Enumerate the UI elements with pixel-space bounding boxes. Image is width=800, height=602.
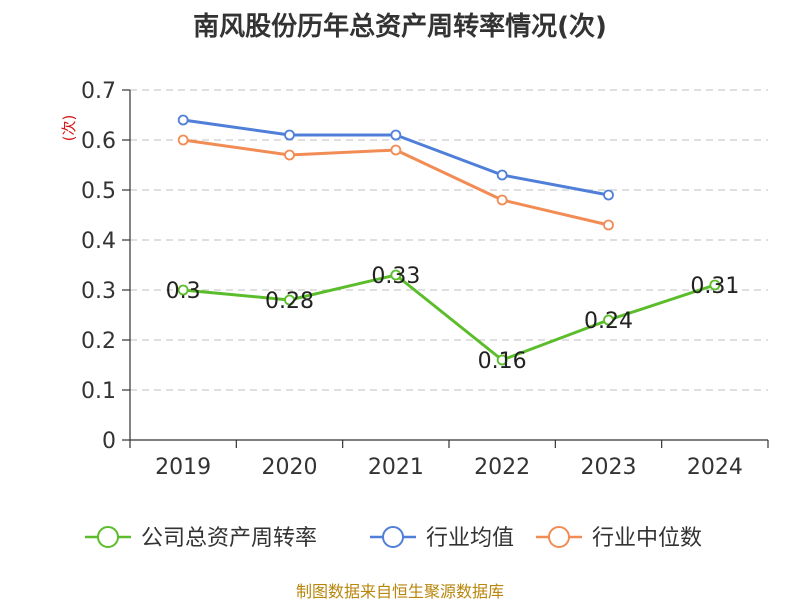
data-point [390,144,402,156]
data-label: 0.16 [478,349,527,374]
x-tick-label: 2019 [155,455,211,480]
legend-marker [382,526,404,548]
y-tick-label: 0.5 [81,179,116,204]
data-point [177,134,189,146]
data-point [284,294,295,306]
series-line [183,273,716,362]
series-lines [177,114,721,366]
data-point [496,354,508,366]
data-label: 0.24 [584,309,633,334]
data-label: 0.3 [166,279,201,304]
data-label: 0.31 [690,274,739,299]
data-point [390,269,402,281]
grid-lines [130,89,768,391]
data-point [390,129,402,141]
y-tick-label: 0.6 [81,129,116,154]
data-point [177,284,189,296]
y-tick-label: 0.1 [81,379,116,404]
x-tick-label: 2021 [368,455,424,480]
legend-label: 行业均值 [426,526,514,551]
data-label: 0.28 [265,289,314,314]
data-point [709,279,721,291]
y-tick-label: 0 [102,429,116,454]
data-point [603,219,614,231]
x-tick-labels: 2019 2020 2021 2022 2023 2024 [155,455,743,480]
y-axis-label: (次) [60,115,78,142]
x-tick-label: 2024 [687,455,743,480]
source-note: 制图数据来自恒生聚源数据库 [295,582,504,601]
data-point [496,194,508,206]
data-labels: 0.3 0.28 0.33 0.16 0.24 0.31 [166,264,740,374]
y-tick-label: 0.2 [81,329,116,354]
x-tick-label: 2022 [474,455,530,480]
legend-marker [548,526,570,548]
y-tick-label: 0.4 [81,229,116,254]
chart-title: 南风股份历年总资产周转率情况(次) [193,12,607,42]
data-point [284,129,295,141]
legend-label: 行业中位数 [592,526,702,551]
data-label: 0.33 [371,264,420,289]
data-point [177,114,189,126]
data-point [284,149,295,161]
data-point [603,314,614,326]
data-point [603,189,614,201]
y-tick-label: 0.7 [81,79,116,104]
axes [122,89,769,448]
y-tick-label: 0.3 [81,279,116,304]
y-tick-labels: 0 0.1 0.2 0.3 0.4 0.5 0.6 0.7 [81,79,116,454]
legend: 公司总资产周转率 行业均值 行业中位数 [85,526,702,551]
legend-marker [97,526,119,548]
data-point [496,169,508,181]
x-tick-label: 2023 [581,455,637,480]
legend-label: 公司总资产周转率 [141,526,317,551]
x-tick-label: 2020 [262,455,318,480]
